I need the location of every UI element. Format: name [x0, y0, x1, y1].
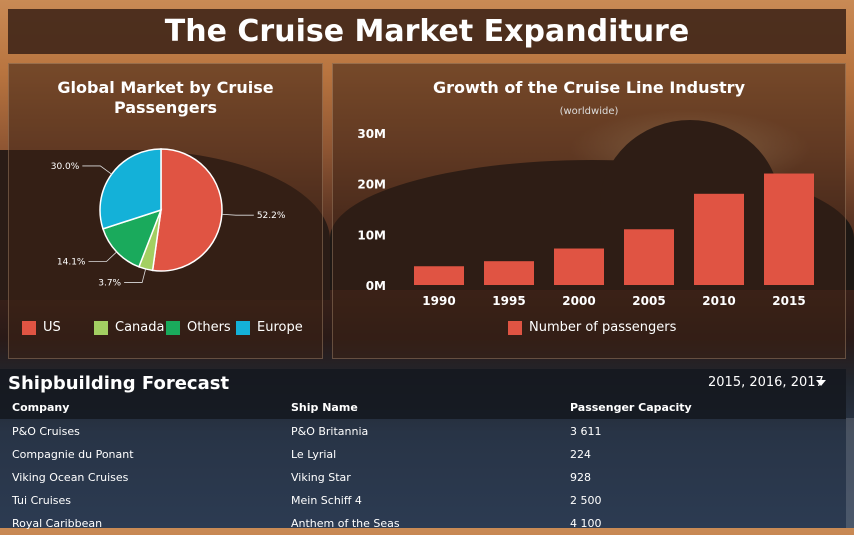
x-tick-label: 1995 — [492, 294, 525, 308]
x-tick-label: 2000 — [562, 294, 595, 308]
table-scrollbar[interactable] — [846, 418, 854, 528]
company-cell: Tui Cruises — [12, 494, 72, 507]
table-row[interactable]: Compagnie du Ponant Le Lyrial 224 — [0, 443, 846, 466]
pie-slice-europe[interactable] — [99, 148, 162, 230]
legend-swatch — [236, 320, 250, 335]
company-cell: Viking Ocean Cruises — [12, 471, 129, 484]
bar-2000[interactable] — [554, 248, 604, 285]
ship-name-cell: Le Lyrial — [291, 448, 337, 461]
pie-label-leader — [221, 213, 254, 216]
capacity-cell: 4 100 — [570, 517, 602, 530]
page-title: The Cruise Market Expanditure — [8, 9, 846, 54]
y-tick-label: 10M — [357, 228, 386, 242]
legend-item-europe[interactable]: Europe — [236, 320, 303, 335]
legend-item-number-of-passengers[interactable]: Number of passengers — [508, 320, 676, 335]
table-row[interactable]: P&O Cruises P&O Britannia 3 611 — [0, 420, 846, 443]
pie-chart-panel — [8, 63, 323, 359]
capacity-cell: 2 500 — [570, 494, 602, 507]
x-tick-label: 2005 — [632, 294, 665, 308]
pie-chart-title: Global Market by Cruise Passengers — [8, 78, 323, 118]
bar-1990[interactable] — [414, 266, 464, 285]
bar-2010[interactable] — [694, 193, 744, 285]
x-tick-label: 2015 — [772, 294, 805, 308]
legend-label: US — [43, 320, 61, 335]
legend-swatch — [94, 320, 108, 335]
forecast-title: Shipbuilding Forecast — [8, 373, 230, 394]
pie-value-label: 52.2% — [257, 211, 286, 221]
ship-name-cell: Viking Star — [291, 471, 351, 484]
column-header-ship-name[interactable]: Ship Name — [291, 401, 358, 414]
legend-item-canada[interactable]: Canada — [94, 320, 164, 335]
legend-label: Canada — [115, 320, 165, 335]
capacity-cell: 928 — [570, 471, 591, 484]
pie-value-label: 30.0% — [51, 162, 80, 172]
ship-name-cell: P&O Britannia — [291, 425, 369, 438]
shipbuilding-forecast: Shipbuilding Forecast 2015, 2016, 2017 C… — [0, 369, 854, 530]
legend-swatch — [508, 320, 522, 335]
pie-chart: 52.2% 3.7% 14.1% 30.0% — [51, 148, 286, 289]
caret-down-icon[interactable] — [816, 380, 826, 386]
table-row[interactable]: Tui Cruises Mein Schiff 4 2 500 — [0, 489, 846, 512]
y-tick-label: 20M — [357, 178, 386, 192]
bar-2005[interactable] — [624, 229, 674, 285]
pie-slice-us[interactable] — [151, 148, 223, 272]
bar-chart-panel — [332, 63, 846, 359]
pie-label-leader — [82, 165, 112, 175]
capacity-cell: 224 — [570, 448, 591, 461]
legend-label: Others — [187, 320, 231, 335]
pie-chart-legend: US Canada Others Europe — [22, 320, 322, 338]
company-cell: Compagnie du Ponant — [12, 448, 134, 461]
legend-label: Europe — [257, 320, 303, 335]
column-header-company[interactable]: Company — [12, 401, 70, 414]
y-tick-label: 0M — [366, 279, 386, 293]
table-row[interactable]: Royal Caribbean Anthem of the Seas 4 100 — [0, 512, 846, 535]
forecast-header: Shipbuilding Forecast 2015, 2016, 2017 C… — [0, 369, 846, 419]
bar-chart-subtitle: (worldwide) — [559, 106, 619, 117]
ship-name-cell: Anthem of the Seas — [291, 517, 400, 530]
y-tick-label: 30M — [357, 127, 386, 141]
capacity-cell: 3 611 — [570, 425, 602, 438]
legend-item-others[interactable]: Others — [166, 320, 231, 335]
company-cell: P&O Cruises — [12, 425, 80, 438]
bar-chart-legend: Number of passengers — [508, 320, 676, 338]
table-row[interactable]: Viking Ocean Cruises Viking Star 928 — [0, 466, 846, 489]
bar-chart-title: Growth of the Cruise Line Industry — [432, 78, 745, 97]
column-header-passenger-capacity[interactable]: Passenger Capacity — [570, 401, 692, 414]
pie-label-leader — [124, 268, 147, 283]
pie-chart-title-line2: Passengers — [113, 98, 218, 117]
pie-label-leader — [88, 251, 117, 262]
x-tick-label: 1990 — [422, 294, 455, 308]
pie-value-label: 3.7% — [98, 279, 121, 289]
legend-swatch — [166, 320, 180, 335]
company-cell: Royal Caribbean — [12, 517, 103, 530]
legend-item-us[interactable]: US — [22, 320, 61, 335]
year-filter-dropdown[interactable]: 2015, 2016, 2017 — [708, 375, 824, 390]
ship-name-cell: Mein Schiff 4 — [291, 494, 362, 507]
bar-1995[interactable] — [484, 261, 534, 285]
legend-swatch — [22, 320, 36, 335]
bar-chart: 0M 10M 20M 30M 1990 1995 2000 2005 2010 2015 — [357, 127, 814, 308]
pie-value-label: 14.1% — [57, 258, 86, 268]
x-tick-label: 2010 — [702, 294, 735, 308]
pie-chart-title-line1: Global Market by Cruise — [57, 78, 274, 97]
bar-2015[interactable] — [764, 173, 814, 285]
legend-label: Number of passengers — [529, 320, 677, 335]
